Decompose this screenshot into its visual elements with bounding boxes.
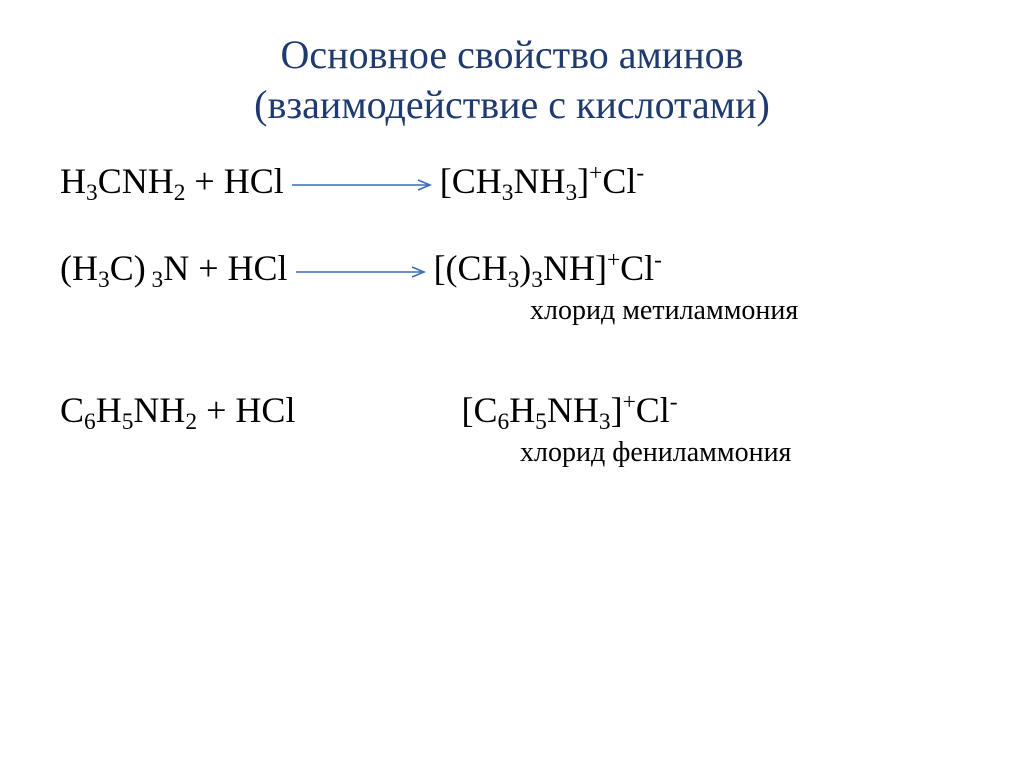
- equation-1-lhs: H3CNH2 + HCl: [60, 158, 284, 205]
- equation-3-line: C6H5NH2 + HCl [C6H5NH3]+Cl-: [60, 387, 964, 434]
- equation-3-rhs: [C6H5NH3]+Cl-: [461, 387, 677, 434]
- slide: Основное свойство аминов (взаимодействие…: [0, 0, 1024, 767]
- arrow-icon: [292, 158, 432, 205]
- equation-3: C6H5NH2 + HCl [C6H5NH3]+Cl- хлорид фенил…: [60, 387, 964, 469]
- equation-2-lhs: (H3C) 3N + HCl: [60, 245, 288, 292]
- equation-2-caption: хлорид метиламмония: [60, 294, 964, 328]
- equation-2-rhs: [(CH3)3NH]+Cl-: [434, 245, 662, 292]
- equation-3-caption: хлорид фениламмония: [60, 436, 964, 470]
- arrow-icon: [296, 245, 426, 292]
- equation-1-rhs: [CH3NH3]+Cl-: [440, 158, 644, 205]
- equation-2-line: (H3C) 3N + HCl [(CH3)3NH]+Cl-: [60, 245, 964, 292]
- slide-title: Основное свойство аминов (взаимодействие…: [60, 30, 964, 130]
- title-line-1: Основное свойство аминов: [281, 32, 744, 77]
- title-line-2: (взаимодействие с кислотами): [254, 82, 770, 127]
- equation-3-lhs: C6H5NH2 + HCl: [60, 387, 295, 434]
- equation-1-line: H3CNH2 + HCl [CH3NH3]+Cl-: [60, 158, 964, 205]
- equation-1: H3CNH2 + HCl [CH3NH3]+Cl-: [60, 158, 964, 205]
- equation-2: (H3C) 3N + HCl [(CH3)3NH]+Cl- хлорид мет…: [60, 245, 964, 327]
